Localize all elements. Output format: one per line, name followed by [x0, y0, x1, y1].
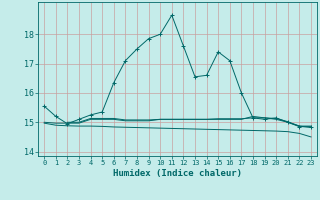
X-axis label: Humidex (Indice chaleur): Humidex (Indice chaleur): [113, 169, 242, 178]
